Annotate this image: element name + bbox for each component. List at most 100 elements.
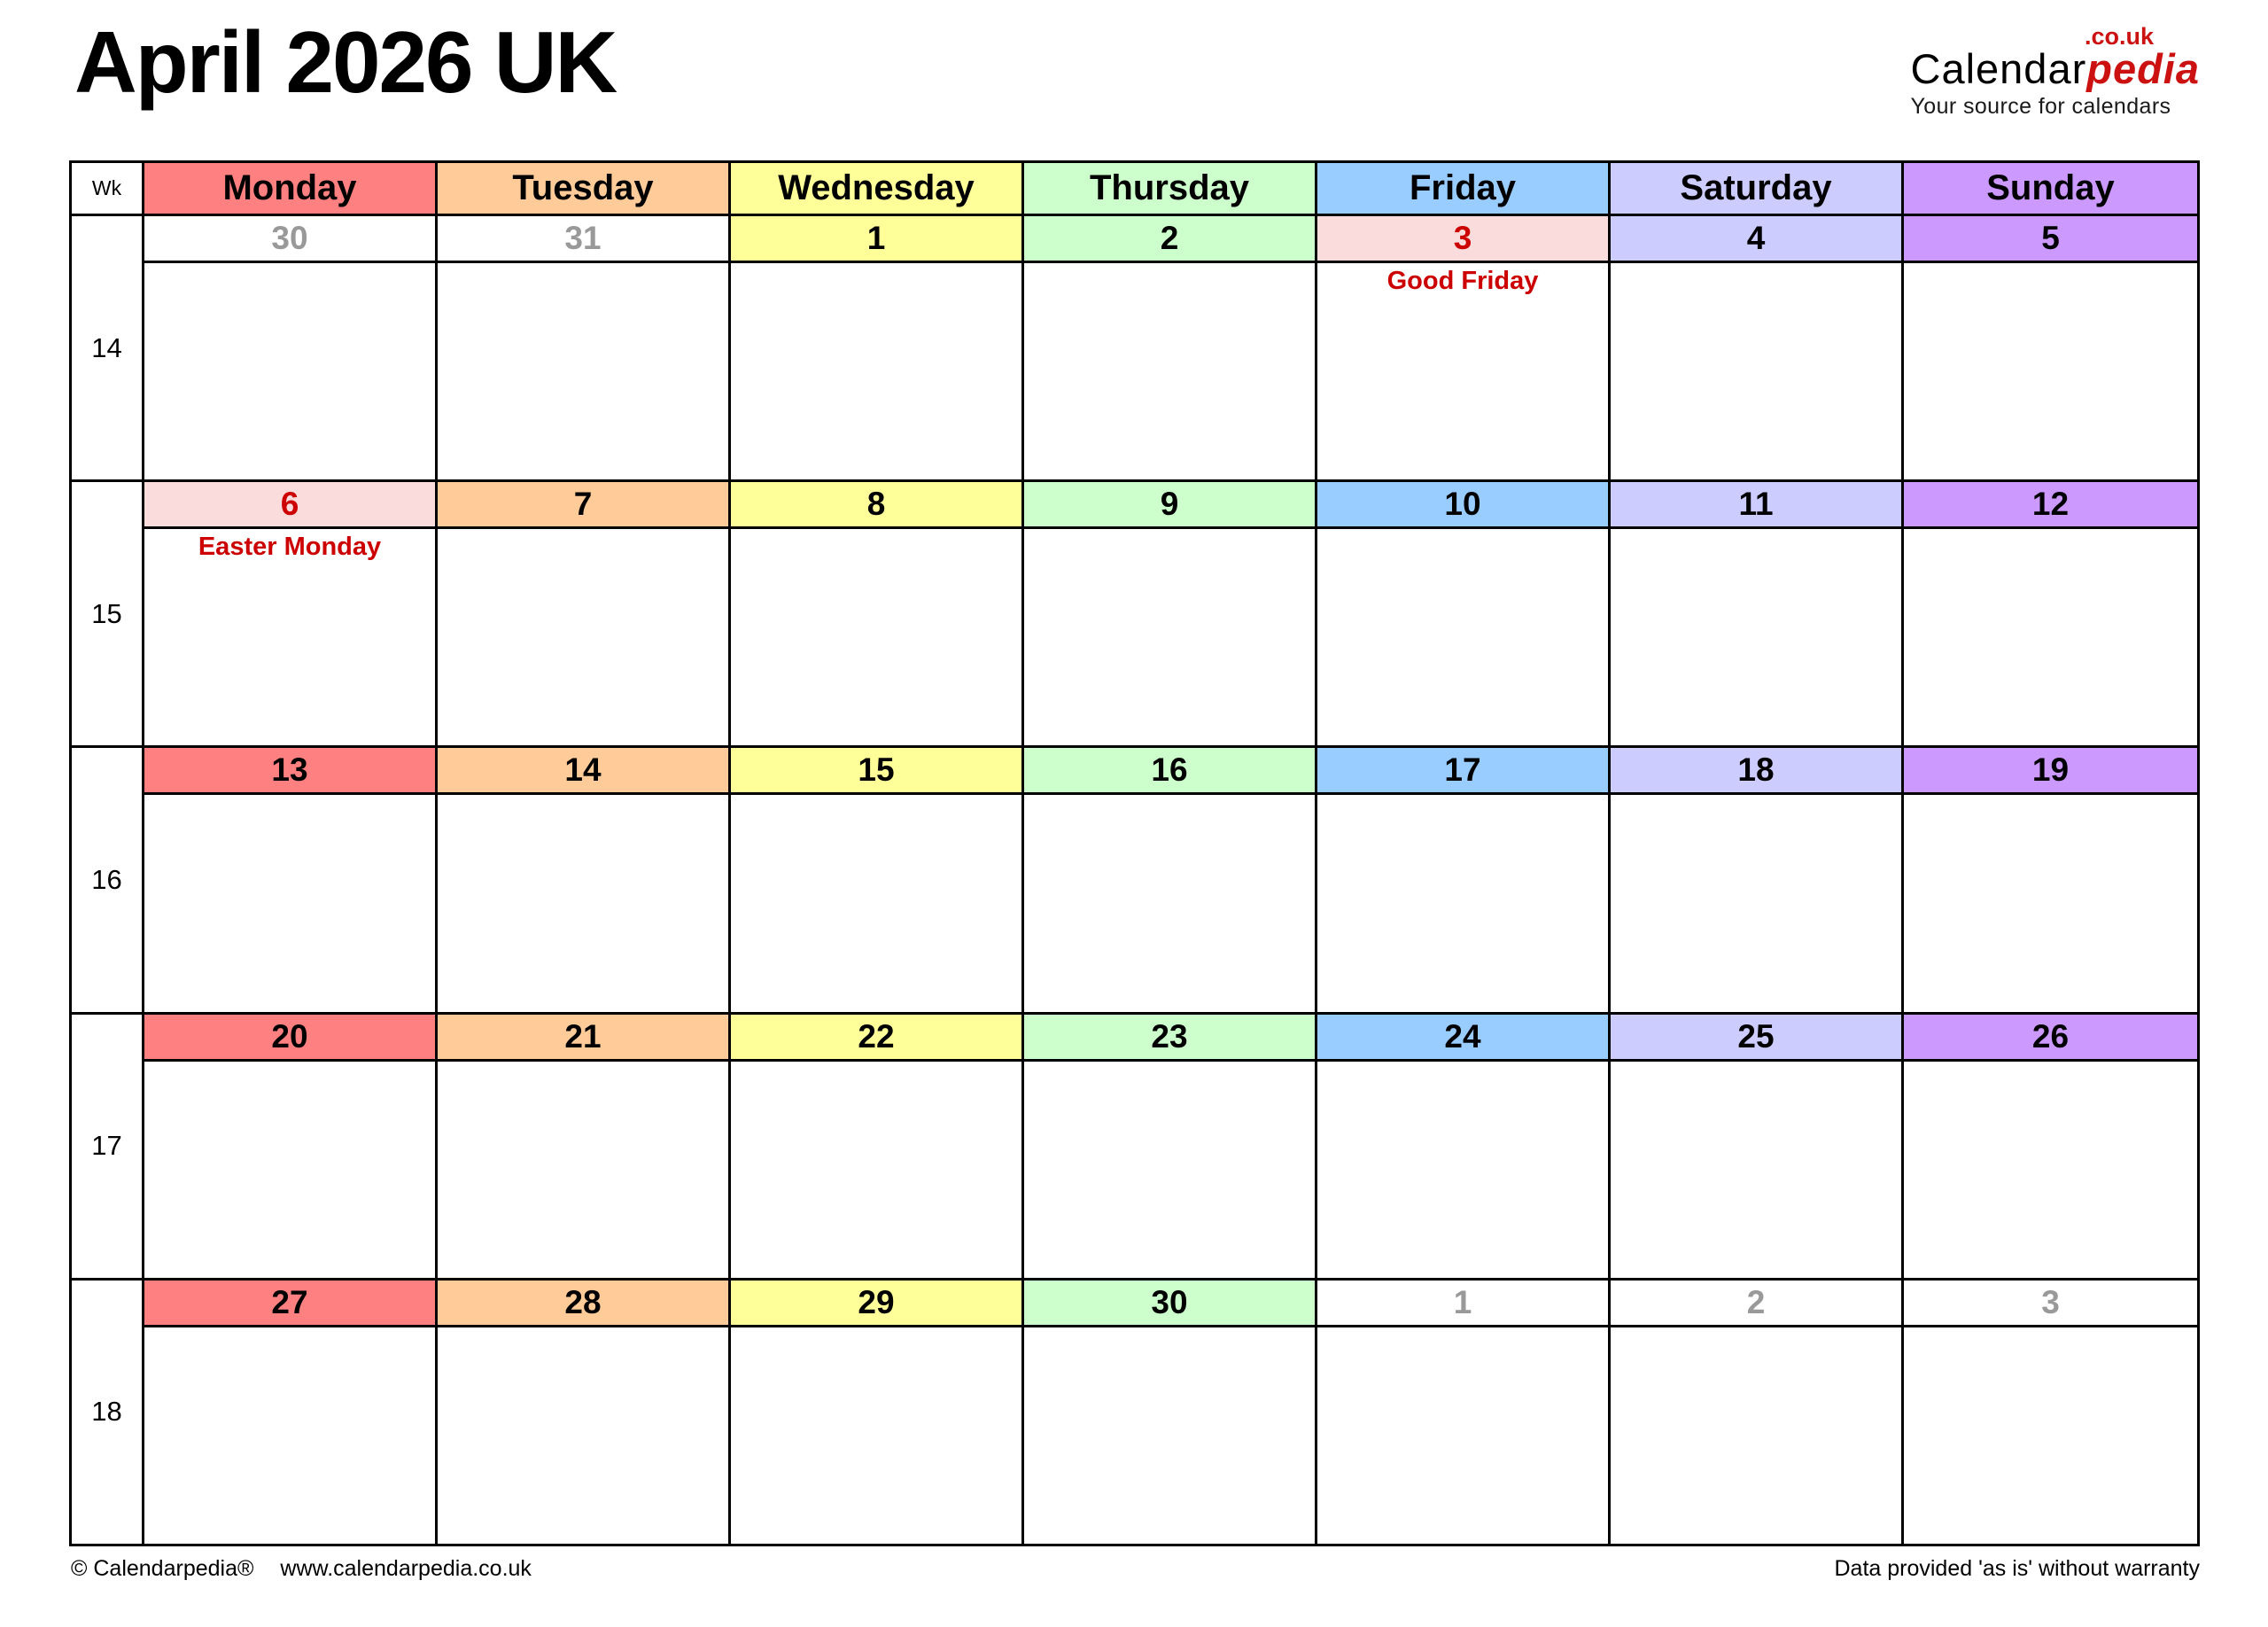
date-cell: 11 xyxy=(1611,482,1901,530)
holiday-label xyxy=(1317,533,1608,562)
logo-wordmark: Calendarpedia xyxy=(1911,48,2201,90)
holiday-label xyxy=(1317,799,1608,828)
holiday-label: Good Friday xyxy=(1386,267,1539,295)
day-cell: 21 xyxy=(438,1014,731,1278)
day-cell: 29 xyxy=(731,1280,1024,1545)
date-cell: 30 xyxy=(144,216,435,263)
date-cell: 29 xyxy=(731,1280,1021,1327)
calendar-table: Wk Monday Tuesday Wednesday Thursday Fri… xyxy=(69,160,2200,1546)
day-cell: 4 xyxy=(1611,216,1904,480)
logo-tagline: Your source for calendars xyxy=(1910,94,2171,119)
day-cell: 23 xyxy=(1024,1014,1317,1278)
date-cell: 19 xyxy=(1904,748,2197,796)
day-cell-body xyxy=(438,263,728,480)
date-cell: 4 xyxy=(1611,216,1901,263)
day-cell-body xyxy=(1611,1061,1901,1278)
holiday-label xyxy=(1904,1332,2197,1360)
day-header-wednesday: Wednesday xyxy=(731,163,1024,214)
day-cell: 10 xyxy=(1317,482,1611,746)
holiday-label xyxy=(1317,1332,1608,1360)
day-cell-body xyxy=(1904,795,2197,1012)
day-cell: 11 xyxy=(1611,482,1904,746)
holiday-label xyxy=(144,799,435,828)
day-cell-body xyxy=(1611,529,1901,746)
day-cell: 2 xyxy=(1611,1280,1904,1545)
day-cell: 1 xyxy=(1317,1280,1611,1545)
day-cell: 27 xyxy=(144,1280,438,1545)
holiday-label xyxy=(438,533,728,562)
day-cell-good-friday: 3 Good Friday xyxy=(1317,216,1611,480)
day-cell: 9 xyxy=(1024,482,1317,746)
date-cell: 24 xyxy=(1317,1014,1608,1062)
day-header-thursday: Thursday xyxy=(1024,163,1317,214)
week-number: 14 xyxy=(72,216,144,480)
day-cell: 31 xyxy=(438,216,731,480)
footer-disclaimer: Data provided 'as is' without warranty xyxy=(1834,1556,2200,1581)
day-cell: 28 xyxy=(438,1280,731,1545)
day-cell-body xyxy=(1024,1061,1315,1278)
holiday-label xyxy=(731,1332,1021,1360)
day-cell-body xyxy=(438,795,728,1012)
footer-copyright: © Calendarpedia® www.calendarpedia.co.uk xyxy=(71,1556,532,1582)
day-cell-body xyxy=(1904,529,2197,746)
holiday-label xyxy=(1611,268,1901,296)
week-row-16: 16 13 14 15 16 17 18 19 xyxy=(72,748,2197,1015)
day-header-sunday: Sunday xyxy=(1904,163,2197,214)
day-cell-body xyxy=(1024,529,1315,746)
date-cell: 13 xyxy=(144,748,435,796)
week-column-header: Wk xyxy=(72,163,144,214)
day-cell-body xyxy=(1024,1327,1315,1545)
day-cell-body xyxy=(438,529,728,746)
date-cell: 2 xyxy=(1024,216,1315,263)
date-cell: 30 xyxy=(1024,1280,1315,1327)
holiday-label xyxy=(1024,1332,1315,1360)
holiday-label xyxy=(1317,1066,1608,1094)
holiday-label xyxy=(144,1066,435,1094)
date-cell: 21 xyxy=(438,1014,728,1062)
date-cell: 3 xyxy=(1904,1280,2197,1327)
day-cell-body xyxy=(1024,795,1315,1012)
day-header-tuesday: Tuesday xyxy=(438,163,731,214)
day-cell: 15 xyxy=(731,748,1024,1012)
day-cell-body xyxy=(1904,1327,2197,1545)
date-cell: 2 xyxy=(1611,1280,1901,1327)
holiday-label xyxy=(1904,533,2197,562)
holiday-label xyxy=(438,268,728,296)
week-number: 17 xyxy=(72,1014,144,1278)
day-cell: 30 xyxy=(1024,1280,1317,1545)
weekday-header-row: Wk Monday Tuesday Wednesday Thursday Fri… xyxy=(72,163,2197,216)
day-cell-body xyxy=(1317,795,1608,1012)
date-cell: 22 xyxy=(731,1014,1021,1062)
date-cell: 10 xyxy=(1317,482,1608,530)
day-cell: 14 xyxy=(438,748,731,1012)
date-cell: 27 xyxy=(144,1280,435,1327)
day-header-monday: Monday xyxy=(144,163,438,214)
date-cell: 18 xyxy=(1611,748,1901,796)
holiday-label xyxy=(1904,268,2197,296)
date-cell: 15 xyxy=(731,748,1021,796)
holiday-label xyxy=(438,799,728,828)
day-cell: 22 xyxy=(731,1014,1024,1278)
copyright-text: © Calendarpedia® xyxy=(71,1556,254,1581)
holiday-label xyxy=(1611,533,1901,562)
day-header-saturday: Saturday xyxy=(1611,163,1904,214)
holiday-label xyxy=(438,1066,728,1094)
date-cell: 3 xyxy=(1317,216,1608,263)
day-cell-body xyxy=(144,1061,435,1278)
logo-brand-black: Calendar xyxy=(1910,45,2087,92)
date-cell: 17 xyxy=(1317,748,1608,796)
date-cell: 25 xyxy=(1611,1014,1901,1062)
day-cell: 20 xyxy=(144,1014,438,1278)
holiday-label xyxy=(1611,1332,1901,1360)
holiday-label xyxy=(731,1066,1021,1094)
logo-brand-red: pedia xyxy=(2086,45,2200,92)
day-cell-body xyxy=(144,795,435,1012)
day-cell: 5 xyxy=(1904,216,2197,480)
date-cell: 23 xyxy=(1024,1014,1315,1062)
day-cell-body xyxy=(1611,1327,1901,1545)
holiday-label xyxy=(731,799,1021,828)
week-row-18: 18 27 28 29 30 1 2 3 xyxy=(72,1280,2197,1545)
week-number: 18 xyxy=(72,1280,144,1545)
holiday-label xyxy=(1024,799,1315,828)
day-cell-body xyxy=(438,1327,728,1545)
